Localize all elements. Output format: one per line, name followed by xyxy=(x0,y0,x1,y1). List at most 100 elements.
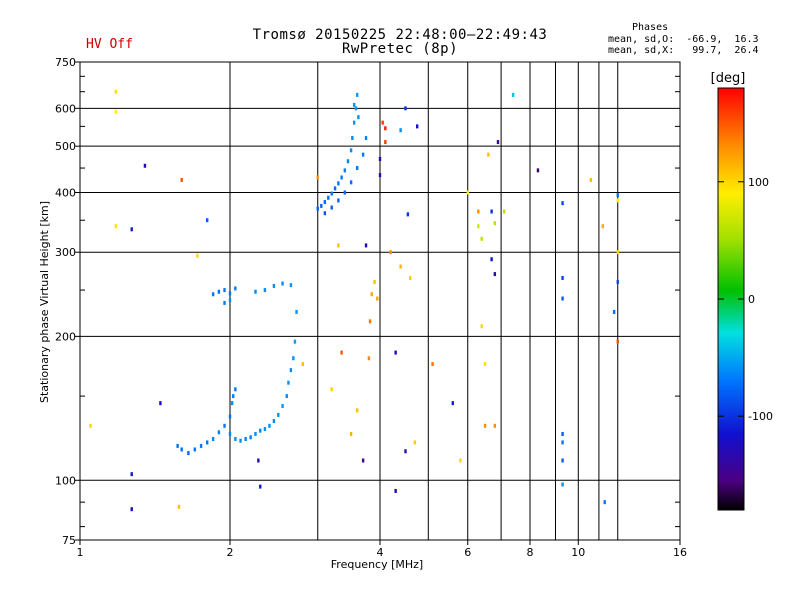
data-point xyxy=(394,488,397,493)
data-point xyxy=(130,507,133,512)
data-point xyxy=(281,281,284,286)
data-point xyxy=(415,124,419,129)
data-point xyxy=(223,300,226,305)
data-point xyxy=(244,436,247,441)
data-point xyxy=(330,387,333,392)
data-point xyxy=(603,500,606,505)
data-point xyxy=(272,419,276,424)
y-tick-label: 400 xyxy=(55,186,76,199)
phases-heading: Phases xyxy=(632,22,669,33)
data-point xyxy=(477,209,480,214)
data-point xyxy=(406,212,410,217)
data-point xyxy=(228,291,232,296)
data-point xyxy=(364,243,368,248)
x-tick-label: 1 xyxy=(77,546,84,559)
data-point xyxy=(234,387,237,392)
data-point xyxy=(361,152,365,157)
data-point xyxy=(316,175,319,180)
data-point xyxy=(589,177,593,182)
data-point xyxy=(340,175,343,180)
data-point xyxy=(378,157,382,162)
y-tick-label: 100 xyxy=(55,474,76,487)
data-point xyxy=(263,427,267,432)
data-point xyxy=(205,440,209,445)
colorbar-tick-label: 100 xyxy=(748,176,769,189)
data-point xyxy=(431,362,434,367)
data-point xyxy=(536,168,540,173)
data-point xyxy=(249,435,252,440)
phases-x-stats: mean, sd,X: 99.7, 26.4 xyxy=(608,45,759,56)
data-point xyxy=(180,447,183,452)
data-point xyxy=(323,200,327,205)
data-point xyxy=(346,159,350,164)
data-point xyxy=(352,102,356,107)
data-point xyxy=(351,136,354,141)
data-point xyxy=(327,195,330,200)
chart-title-line2: RwPretec (8p) xyxy=(341,41,459,57)
data-point xyxy=(289,283,293,288)
data-point xyxy=(259,484,262,489)
data-point xyxy=(330,191,333,196)
x-axis-label: Frequency [MHz] xyxy=(331,558,423,571)
data-point xyxy=(295,309,298,314)
data-point xyxy=(354,106,358,111)
data-point xyxy=(285,394,288,399)
data-point xyxy=(493,272,497,277)
data-point xyxy=(223,288,226,293)
data-point xyxy=(277,412,280,417)
data-point xyxy=(196,253,199,258)
data-point xyxy=(337,198,340,203)
data-point xyxy=(272,283,276,288)
data-point xyxy=(381,120,384,125)
data-point xyxy=(254,289,257,294)
data-point xyxy=(211,436,215,441)
data-point xyxy=(373,279,376,284)
data-point xyxy=(493,423,497,428)
data-point xyxy=(389,250,392,255)
data-point xyxy=(616,198,619,203)
data-point xyxy=(217,430,221,435)
data-point xyxy=(399,264,402,269)
data-point xyxy=(217,289,221,294)
data-point xyxy=(561,440,564,445)
data-point xyxy=(228,431,232,436)
data-point xyxy=(370,292,373,297)
y-tick-label: 200 xyxy=(55,330,76,343)
data-point xyxy=(616,339,619,344)
colorbar-tick-label: -100 xyxy=(748,410,773,423)
data-point xyxy=(234,286,237,291)
data-point xyxy=(384,140,387,145)
data-point xyxy=(143,163,147,168)
x-tick-label: 16 xyxy=(673,546,687,559)
data-point xyxy=(177,504,181,509)
data-point xyxy=(355,166,359,171)
data-point xyxy=(89,423,92,428)
data-point xyxy=(404,106,407,111)
chart-title-line1: Tromsø 20150225 22:48:00–22:49:43 xyxy=(252,27,548,43)
data-point xyxy=(601,224,605,229)
data-point xyxy=(130,227,133,232)
data-point xyxy=(378,173,382,178)
data-point xyxy=(176,443,179,448)
data-point xyxy=(281,404,284,409)
data-point xyxy=(228,414,232,419)
data-point xyxy=(343,168,347,173)
x-tick-label: 6 xyxy=(464,546,471,559)
y-axis-label: Stationary phase Virtual Height [km] xyxy=(38,201,51,403)
data-point xyxy=(361,458,365,463)
y-tick-label: 75 xyxy=(62,534,76,547)
data-point xyxy=(459,458,462,463)
x-tick-label: 10 xyxy=(571,546,585,559)
data-point xyxy=(289,368,293,373)
phases-o-stats: mean, sd,O: -66.9, 16.3 xyxy=(608,34,759,45)
data-point xyxy=(159,401,162,406)
data-point xyxy=(451,401,455,406)
data-point xyxy=(223,423,226,428)
data-point xyxy=(114,89,118,94)
data-point xyxy=(114,109,118,114)
data-point xyxy=(254,431,257,436)
data-point xyxy=(114,224,118,229)
data-point xyxy=(561,482,564,487)
data-point xyxy=(493,221,497,226)
